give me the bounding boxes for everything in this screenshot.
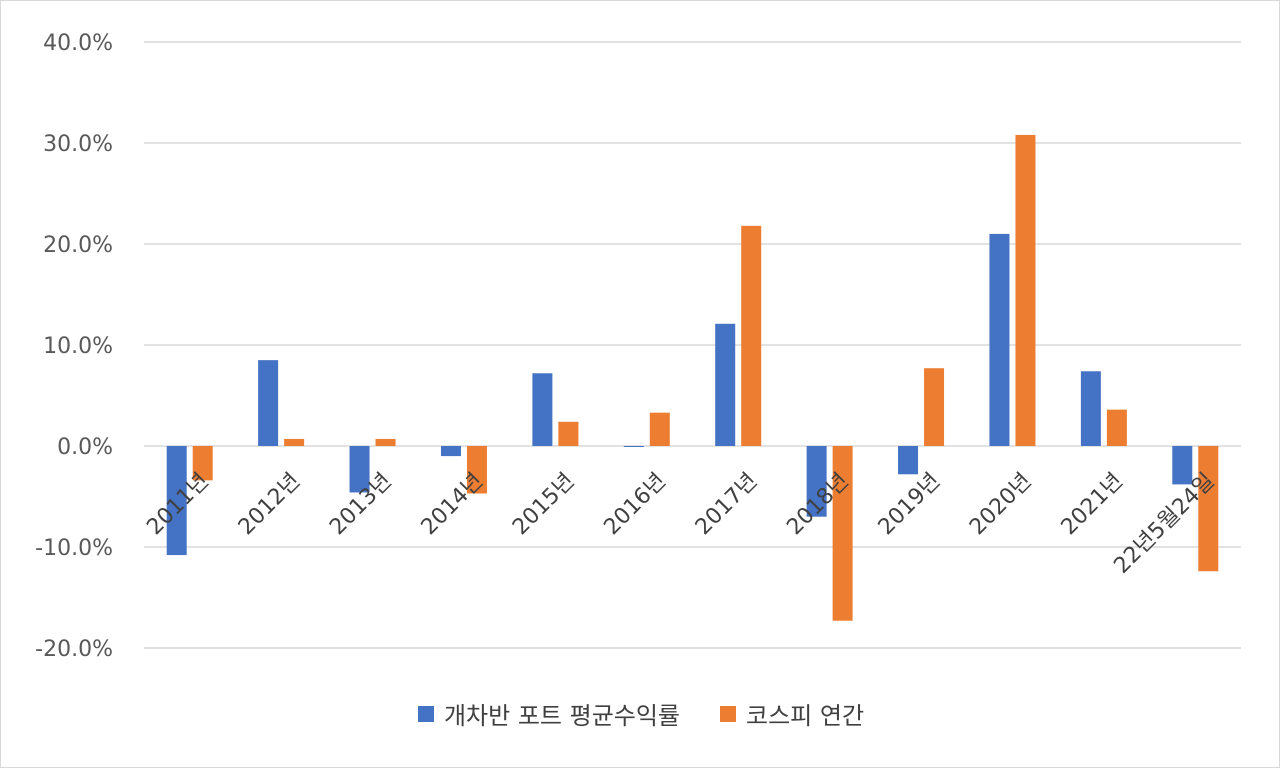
bar-kospi-0 — [192, 446, 213, 481]
bar-kospi-8 — [924, 368, 945, 446]
bar-kospi-6 — [741, 225, 762, 446]
x-category-label: 2016년 — [599, 469, 671, 541]
legend-swatch-kospi — [720, 705, 737, 722]
legend: 개차반 포트 평균수익률 코스피 연간 — [1, 696, 1280, 731]
legend-item-portfolio: 개차반 포트 평균수익률 — [417, 696, 681, 731]
bar-portfolio-8 — [898, 446, 919, 475]
bar-kospi-3 — [466, 446, 487, 494]
bar-portfolio-6 — [715, 323, 736, 446]
y-tick-label: 30.0% — [43, 132, 113, 157]
bar-portfolio-3 — [440, 446, 461, 457]
y-tick-label: 0.0% — [57, 435, 113, 460]
bar-portfolio-11 — [1172, 446, 1193, 485]
bar-kospi-4 — [558, 421, 579, 446]
x-category-label: 2020년 — [965, 469, 1037, 541]
legend-item-kospi: 코스피 연간 — [720, 696, 864, 731]
x-category-label: 2015년 — [508, 469, 580, 541]
bar-portfolio-5 — [623, 446, 644, 448]
bar-portfolio-9 — [989, 233, 1010, 446]
y-tick-label: 40.0% — [43, 31, 113, 56]
y-tick-label: 20.0% — [43, 233, 113, 258]
x-category-label: 2019년 — [874, 469, 946, 541]
bar-portfolio-1 — [258, 360, 279, 446]
bar-kospi-7 — [832, 446, 853, 621]
bar-portfolio-10 — [1080, 371, 1101, 446]
bar-portfolio-2 — [349, 446, 370, 493]
bar-kospi-10 — [1106, 409, 1127, 446]
bar-portfolio-7 — [806, 446, 827, 517]
bar-kospi-9 — [1015, 134, 1036, 447]
y-tick-label: -20.0% — [35, 637, 113, 662]
x-category-label: 2021년 — [1057, 469, 1129, 541]
y-tick-label: -10.0% — [35, 536, 113, 561]
x-category-label: 2017년 — [691, 469, 763, 541]
bar-portfolio-4 — [532, 373, 553, 446]
bar-kospi-2 — [375, 438, 396, 446]
bar-kospi-5 — [649, 412, 670, 446]
legend-label-portfolio: 개차반 포트 평균수익률 — [443, 702, 681, 730]
x-category-label: 2014년 — [417, 469, 489, 541]
legend-label-kospi: 코스피 연간 — [746, 702, 865, 730]
bar-kospi-1 — [284, 438, 305, 446]
y-tick-label: 10.0% — [43, 334, 113, 359]
x-category-label: 2012년 — [234, 469, 306, 541]
legend-swatch-portfolio — [417, 705, 434, 722]
bar-kospi-11 — [1198, 446, 1219, 572]
bar-portfolio-0 — [166, 446, 187, 556]
